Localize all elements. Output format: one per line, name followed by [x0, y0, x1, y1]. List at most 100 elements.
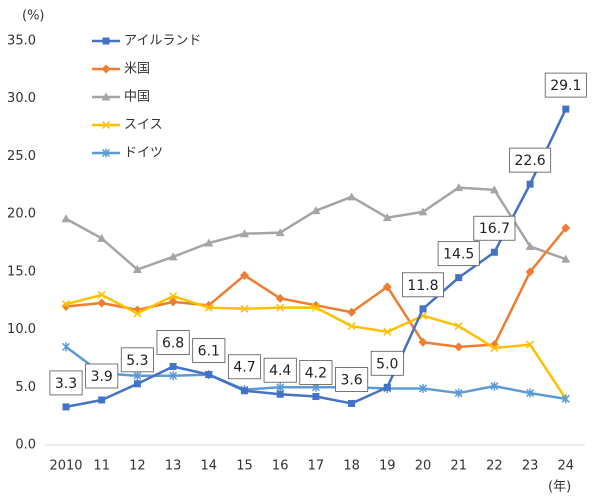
data-label: 3.3: [49, 370, 83, 396]
label-box: [192, 338, 226, 363]
marker: [418, 207, 428, 216]
marker: [101, 64, 111, 74]
marker: [347, 307, 357, 317]
label-box: [509, 147, 552, 173]
marker: [168, 252, 178, 261]
marker: [418, 383, 428, 393]
x-tick-label: 19: [379, 459, 396, 474]
data-label: 6.8: [156, 330, 190, 355]
x-tick-label: 20: [415, 459, 432, 474]
x-tick-label: 23: [522, 459, 539, 474]
marker: [561, 394, 570, 404]
data-label: 29.1: [544, 72, 587, 98]
value-label: 4.4: [269, 363, 291, 379]
x-tick-label: 22: [486, 459, 503, 474]
legend-label: 米国: [124, 62, 150, 77]
label-box: [156, 330, 190, 355]
data-label: 11.8: [402, 272, 444, 298]
y-tick-label: 15.0: [7, 264, 36, 279]
label-box: [370, 350, 404, 376]
marker: [168, 297, 178, 307]
label-box: [473, 215, 516, 241]
marker: [204, 238, 214, 247]
marker: [454, 183, 464, 192]
marker: [98, 396, 106, 404]
value-label: 6.1: [198, 344, 220, 360]
label-box: [335, 367, 369, 392]
value-label: 29.1: [550, 78, 581, 94]
marker: [169, 363, 177, 371]
marker: [348, 399, 356, 407]
marker: [490, 381, 499, 391]
marker: [275, 293, 285, 303]
marker: [61, 214, 71, 223]
marker: [454, 322, 463, 331]
y-unit: (%): [22, 9, 45, 24]
marker: [133, 371, 142, 381]
label-box: [227, 354, 262, 380]
marker: [102, 37, 110, 45]
data-label: 4.2: [299, 360, 333, 385]
y-tick-label: 30.0: [7, 91, 36, 106]
marker: [204, 303, 213, 312]
marker: [455, 274, 463, 282]
value-label: 16.7: [479, 221, 510, 237]
marker: [61, 342, 71, 352]
value-label: 4.2: [305, 366, 327, 382]
data-label: 6.1: [192, 338, 226, 363]
marker: [133, 309, 142, 318]
marker: [382, 213, 392, 222]
value-label: 3.9: [91, 369, 113, 385]
y-tick-label: 5.0: [15, 380, 36, 395]
data-label: 3.9: [85, 363, 119, 389]
marker: [311, 206, 321, 215]
marker: [418, 337, 428, 347]
marker: [561, 254, 571, 263]
label-box: [544, 72, 587, 98]
x-tick-label: 24: [558, 459, 575, 474]
label-box: [49, 370, 83, 396]
marker: [311, 303, 320, 312]
marker: [419, 305, 427, 313]
marker: [132, 265, 142, 274]
label-box: [299, 360, 333, 385]
marker: [454, 342, 464, 352]
marker: [526, 340, 535, 349]
x-tick-label: 18: [343, 459, 360, 474]
legend-label: 中国: [124, 90, 150, 105]
marker: [526, 180, 534, 188]
y-tick-label: 25.0: [7, 149, 36, 164]
marker: [454, 388, 463, 398]
data-label: 4.4: [263, 357, 297, 383]
label-box: [402, 272, 444, 298]
marker: [62, 403, 70, 411]
value-label: 3.6: [340, 372, 362, 388]
data-label: 5.3: [120, 347, 154, 373]
marker: [383, 327, 392, 336]
marker: [383, 383, 391, 391]
marker: [61, 300, 71, 309]
x-tick-label: 14: [201, 459, 218, 474]
marker: [561, 223, 571, 233]
marker: [276, 382, 285, 392]
label-box: [85, 363, 119, 389]
marker: [562, 105, 570, 113]
legend-label: スイス: [124, 118, 163, 133]
value-label: 3.3: [55, 376, 77, 392]
value-label: 5.0: [376, 356, 398, 372]
marker: [101, 148, 111, 158]
marker: [240, 229, 249, 238]
marker: [275, 228, 285, 237]
marker: [490, 248, 498, 256]
marker: [241, 387, 248, 395]
marker: [382, 282, 392, 292]
marker: [276, 303, 285, 312]
legend-label: ドイツ: [124, 146, 163, 161]
marker: [169, 371, 178, 381]
value-label: 6.8: [162, 336, 184, 352]
marker: [276, 390, 284, 398]
x-tick-label: 2010: [49, 459, 82, 474]
x-tick-label: 13: [165, 459, 182, 474]
data-label: 4.7: [227, 354, 262, 380]
marker: [526, 388, 535, 398]
